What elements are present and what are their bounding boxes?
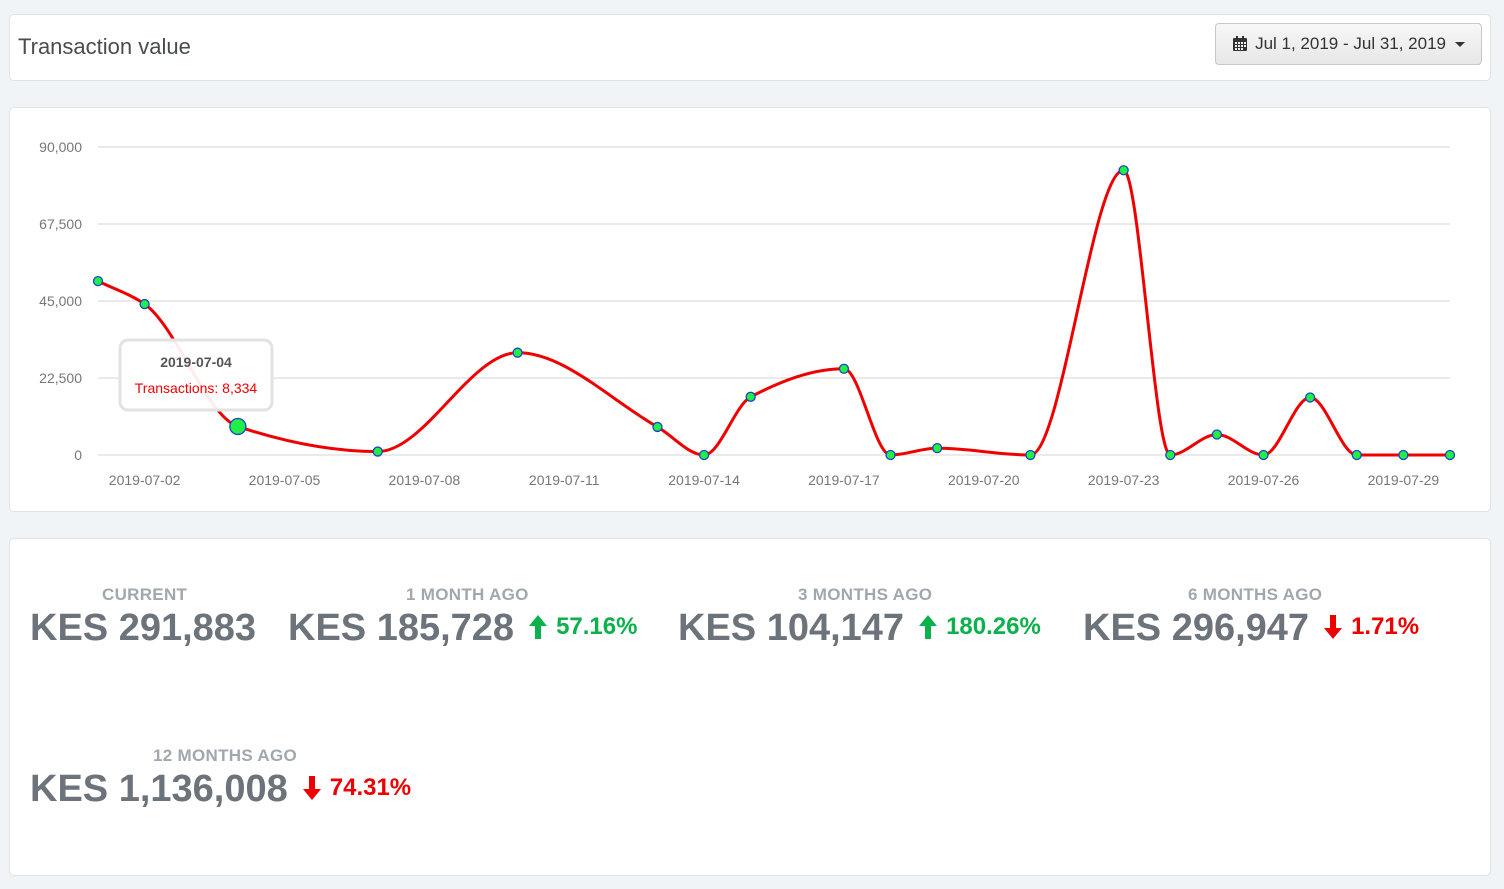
stats-card: CURRENT KES 291,883 1 MONTH AGO KES 185,… — [9, 538, 1491, 876]
date-range-button[interactable]: Jul 1, 2019 - Jul 31, 2019 — [1215, 23, 1482, 65]
x-tick-label: 2019-07-29 — [1368, 472, 1440, 488]
stat-change-value: 180.26% — [946, 613, 1041, 640]
data-point — [745, 391, 756, 402]
tooltip-date: 2019-07-04 — [160, 354, 232, 370]
x-tick-label: 2019-07-17 — [808, 472, 880, 488]
tooltip-value: Transactions: 8,334 — [135, 380, 258, 396]
data-point — [372, 446, 383, 457]
data-point — [1118, 165, 1129, 176]
data-point — [1398, 449, 1409, 461]
data-point — [139, 298, 150, 310]
header-card: Transaction value Jul 1, 2019 - Jul 31, … — [9, 14, 1491, 81]
data-point — [1351, 449, 1362, 461]
x-tick-label: 2019-07-23 — [1088, 472, 1160, 488]
tooltip-box — [118, 338, 274, 412]
calendar-icon — [1232, 36, 1248, 52]
x-tick-label: 2019-07-14 — [668, 472, 740, 488]
data-point — [1165, 449, 1176, 461]
stat-change-value: 57.16% — [556, 613, 638, 640]
arrow-up-icon — [918, 614, 938, 640]
data-point — [1258, 449, 1269, 461]
data-point — [1304, 392, 1316, 403]
y-tick-label: 0 — [74, 447, 82, 463]
y-tick-label: 45,000 — [39, 293, 82, 309]
series-line — [97, 168, 1450, 457]
arrow-up-icon — [528, 614, 548, 640]
data-point — [652, 421, 663, 433]
y-tick-label: 22,500 — [39, 370, 82, 386]
chart-card: 0 22,500 45,000 67,500 90,000 2019-07-02 2019-… — [9, 107, 1491, 512]
stat-label: CURRENT — [102, 585, 188, 604]
data-point — [229, 417, 247, 436]
stat-value: KES 185,728 — [288, 607, 515, 649]
y-tick-label: 90,000 — [39, 139, 82, 155]
stat-change: 74.31% — [302, 774, 411, 802]
x-tick-label: 2019-07-08 — [389, 472, 461, 488]
stat-value: KES 104,147 — [678, 607, 905, 649]
data-point — [838, 363, 850, 374]
stat-change: 180.26% — [918, 613, 1041, 641]
y-tick-label: 67,500 — [39, 216, 82, 232]
caret-down-icon — [1455, 41, 1465, 47]
stat-change: 1.71% — [1323, 613, 1419, 641]
data-point — [698, 449, 710, 461]
stat-label: 1 MONTH AGO — [406, 585, 529, 604]
x-tick-label: 2019-07-02 — [109, 472, 181, 488]
stat-change: 57.16% — [528, 613, 637, 641]
data-point — [885, 449, 896, 461]
stat-value: KES 291,883 — [30, 607, 257, 649]
date-range-label: Jul 1, 2019 - Jul 31, 2019 — [1255, 34, 1446, 53]
stat-value: KES 1,136,008 — [30, 768, 288, 810]
x-tick-label: 2019-07-05 — [249, 472, 321, 488]
x-tick-label: 2019-07-20 — [948, 472, 1020, 488]
stat-label: 12 MONTHS AGO — [153, 746, 298, 765]
stat-label: 6 MONTHS AGO — [1188, 585, 1323, 604]
x-tick-label: 2019-07-26 — [1228, 472, 1300, 488]
data-point — [92, 276, 104, 287]
data-point — [512, 347, 523, 358]
stat-label: 3 MONTHS AGO — [798, 585, 933, 604]
arrow-down-icon — [1323, 614, 1343, 640]
x-tick-label: 2019-07-11 — [529, 472, 600, 488]
data-point — [1025, 449, 1036, 461]
page-title: Transaction value — [18, 34, 191, 59]
stat-value: KES 296,947 — [1083, 607, 1310, 649]
arrow-down-icon — [302, 775, 322, 801]
data-point — [932, 443, 943, 454]
stat-change-value: 1.71% — [1351, 613, 1420, 640]
data-point — [1444, 449, 1456, 461]
stat-change-value: 74.31% — [329, 774, 412, 801]
data-point — [1211, 429, 1223, 440]
transaction-chart[interactable]: 0 22,500 45,000 67,500 90,000 2019-07-02 2019-… — [10, 108, 1490, 511]
